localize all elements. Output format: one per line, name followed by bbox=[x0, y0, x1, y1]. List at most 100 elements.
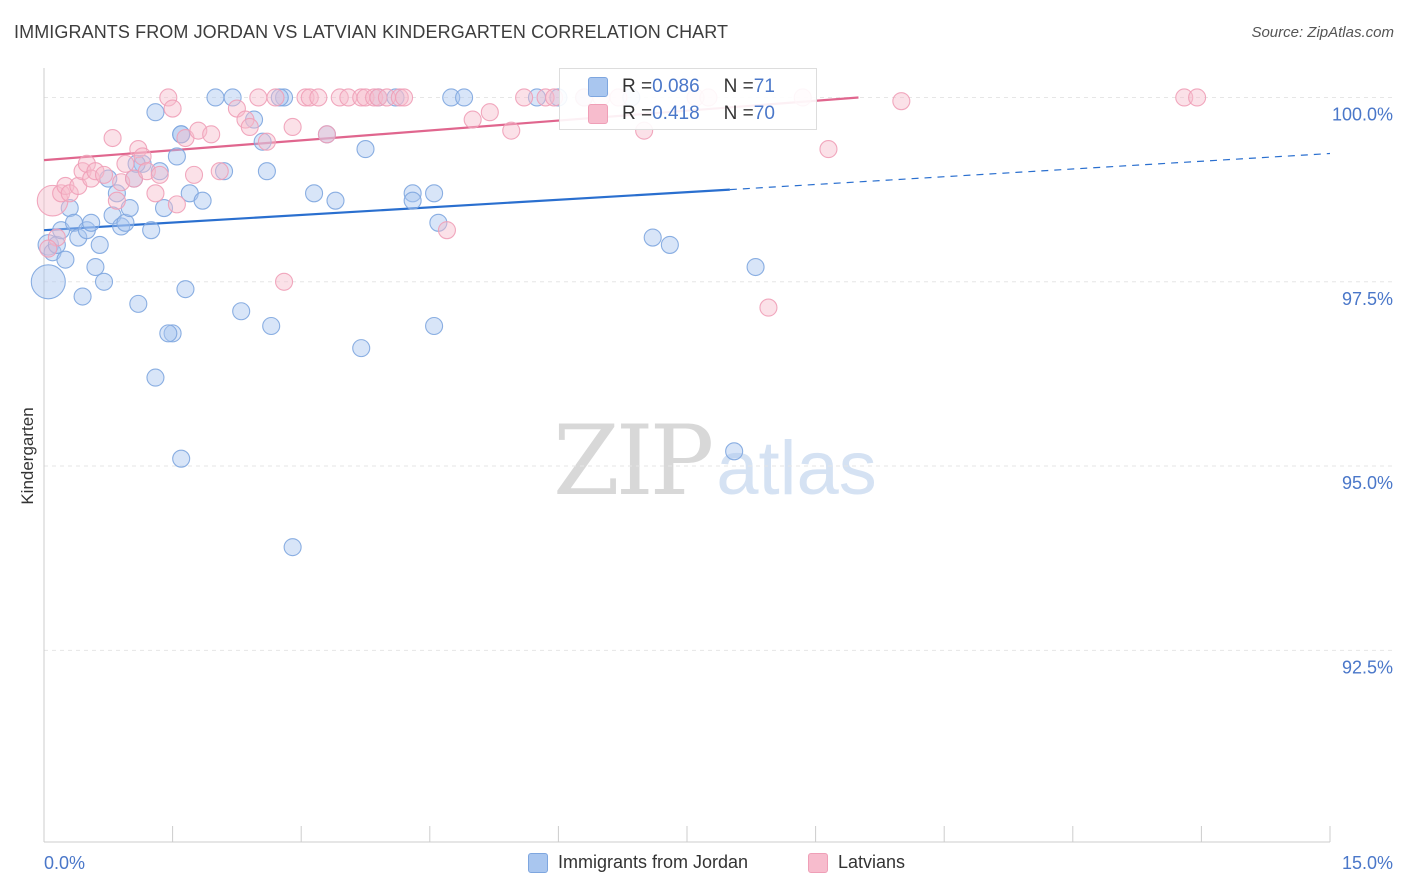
data-point-blue bbox=[270, 88, 289, 107]
data-point-pink bbox=[480, 103, 499, 122]
data-point-blue bbox=[660, 235, 679, 254]
watermark: ZIPatlas bbox=[553, 405, 877, 517]
data-point-pink bbox=[819, 140, 838, 159]
data-point-blue bbox=[86, 257, 105, 277]
data-point-blue bbox=[73, 287, 92, 306]
data-point-blue bbox=[163, 324, 182, 343]
data-point-blue bbox=[643, 228, 662, 247]
data-point-pink bbox=[759, 298, 778, 317]
data-point-pink bbox=[240, 117, 259, 137]
data-point-pink bbox=[167, 195, 186, 214]
data-point-blue bbox=[193, 191, 212, 210]
axes bbox=[43, 68, 1331, 843]
data-point-blue bbox=[82, 213, 101, 232]
data-point-blue bbox=[167, 147, 186, 166]
y-tick-labels: 100.0% 97.5% 95.0% 92.5% bbox=[1332, 104, 1393, 677]
data-point-blue bbox=[305, 184, 324, 203]
data-point-pink bbox=[210, 162, 229, 181]
data-point-pink bbox=[146, 184, 165, 203]
watermark-zip: ZIP bbox=[553, 405, 714, 517]
data-point-pink bbox=[395, 88, 414, 107]
data-point-blue bbox=[159, 324, 178, 343]
data-point-blue bbox=[206, 88, 225, 107]
data-point-pink bbox=[150, 165, 169, 184]
data-point-blue bbox=[283, 538, 302, 557]
data-point-blue bbox=[442, 88, 461, 107]
data-point-pink bbox=[39, 239, 58, 258]
data-point-blue bbox=[352, 339, 371, 358]
r-value: 0.086 bbox=[652, 76, 700, 97]
legend-swatch-blue bbox=[528, 852, 548, 873]
data-point-blue bbox=[455, 88, 474, 107]
data-point-blue bbox=[56, 250, 75, 269]
data-point-pink bbox=[515, 88, 534, 107]
data-point-pink bbox=[1188, 88, 1207, 107]
data-point-blue bbox=[253, 132, 272, 151]
x-tick-label: 0.0% bbox=[44, 853, 85, 873]
n-value: 71 bbox=[753, 76, 775, 97]
data-point-blue bbox=[356, 140, 375, 159]
data-point-blue bbox=[214, 162, 234, 181]
legend: Immigrants from Jordan Latvians bbox=[0, 852, 1406, 878]
data-point-blue bbox=[257, 162, 276, 181]
data-point-blue bbox=[107, 184, 126, 203]
y-tick-label: 97.5% bbox=[1342, 289, 1393, 309]
data-point-blue bbox=[425, 184, 444, 203]
trend-line-extension-blue bbox=[729, 152, 1331, 191]
x-tick-label: 15.0% bbox=[1342, 853, 1393, 873]
data-point-pink bbox=[365, 88, 384, 107]
data-point-pink bbox=[275, 272, 294, 291]
data-point-pink bbox=[283, 117, 302, 137]
data-point-pink bbox=[159, 88, 178, 107]
r-label: R = bbox=[622, 103, 653, 124]
data-point-blue bbox=[90, 235, 109, 254]
data-point-blue bbox=[60, 199, 79, 218]
data-point-pink bbox=[94, 165, 114, 184]
data-point-blue bbox=[129, 294, 148, 313]
data-point-pink bbox=[463, 110, 482, 129]
legend-stats: R = 0.086 N = 71 R = 0.418 N = 70 bbox=[559, 68, 817, 130]
legend-item-jordan[interactable]: Immigrants from Jordan bbox=[528, 852, 748, 873]
data-point-blue bbox=[326, 191, 345, 210]
data-point-blue bbox=[403, 184, 422, 203]
y-tick-label: 95.0% bbox=[1342, 473, 1393, 493]
legend-item-latvians[interactable]: Latvians bbox=[808, 852, 905, 873]
legend-stats-row-blue: R = 0.086 N = 71 bbox=[560, 73, 775, 101]
r-value: 0.418 bbox=[652, 103, 700, 124]
n-label: N = bbox=[723, 103, 754, 124]
data-point-blue bbox=[262, 316, 281, 336]
y-tick-label: 100.0% bbox=[1332, 104, 1393, 124]
data-point-blue bbox=[142, 221, 161, 240]
legend-label: Latvians bbox=[838, 852, 906, 872]
data-point-blue bbox=[146, 103, 165, 122]
data-points bbox=[30, 88, 1207, 557]
data-point-pink bbox=[502, 121, 521, 140]
legend-swatch-pink bbox=[808, 852, 828, 873]
data-point-pink bbox=[309, 88, 328, 107]
y-tick-label: 92.5% bbox=[1342, 657, 1393, 677]
watermark-atlas: atlas bbox=[716, 426, 877, 511]
data-point-pink bbox=[266, 88, 285, 107]
data-point-pink bbox=[107, 191, 126, 210]
data-point-blue bbox=[232, 302, 251, 321]
data-point-pink bbox=[390, 88, 409, 107]
r-label: R = bbox=[622, 76, 653, 97]
data-point-blue bbox=[116, 213, 135, 232]
x-tick-labels: 0.0% 15.0% bbox=[44, 853, 1393, 873]
data-point-pink bbox=[103, 128, 122, 148]
data-point-pink bbox=[1175, 88, 1194, 107]
data-point-pink bbox=[892, 92, 911, 111]
grid-lines bbox=[44, 96, 1392, 651]
chart-source: Source: ZipAtlas.com bbox=[1251, 24, 1394, 41]
data-point-pink bbox=[317, 125, 336, 144]
data-point-pink bbox=[184, 165, 204, 184]
data-point-blue bbox=[176, 280, 195, 299]
data-point-pink bbox=[116, 154, 135, 173]
legend-label: Immigrants from Jordan bbox=[558, 852, 749, 872]
data-point-pink bbox=[202, 125, 221, 144]
n-label: N = bbox=[723, 76, 754, 97]
data-point-blue bbox=[94, 272, 114, 291]
chart-title: IMMIGRANTS FROM JORDAN VS LATVIAN KINDER… bbox=[14, 22, 729, 42]
data-point-blue bbox=[30, 264, 66, 300]
